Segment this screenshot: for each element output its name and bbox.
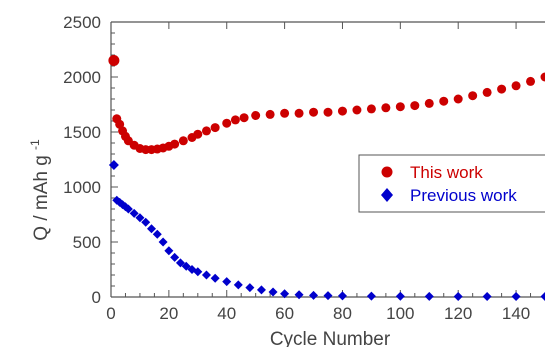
y-tick-label-1000: 1000 (63, 178, 101, 197)
x-axis-label: Cycle Number (270, 329, 391, 347)
data-point (424, 98, 434, 108)
data-point (123, 204, 133, 214)
data-point (395, 102, 405, 112)
data-point (141, 217, 151, 227)
y-tick-label-500: 500 (73, 233, 101, 252)
x-tick-label-140: 140 (502, 304, 530, 323)
data-point (482, 291, 492, 301)
x-tick-label-20: 20 (159, 304, 178, 323)
data-point (511, 81, 521, 91)
x-tick-label-80: 80 (333, 304, 352, 323)
data-point (280, 289, 290, 299)
data-point (511, 291, 521, 301)
series-previous-work (108, 160, 545, 301)
data-point (497, 84, 507, 94)
data-point (181, 261, 191, 271)
x-tick-label-0: 0 (106, 304, 115, 323)
data-point (309, 107, 319, 117)
series-this-work (108, 55, 545, 155)
x-tick-label-120: 120 (444, 304, 472, 323)
data-point (526, 76, 536, 86)
data-point (251, 111, 261, 120)
data-point (129, 208, 139, 218)
data-point (178, 136, 188, 146)
data-point (323, 107, 333, 117)
data-point (453, 94, 463, 104)
legend-label-previous-work: Previous work (410, 186, 517, 205)
axes-layer: 0 500 1000 1500 2000 2500 0 20 40 60 80 100 120 140 (63, 13, 545, 323)
data-point (366, 104, 376, 114)
data-point (152, 229, 162, 239)
x-tick-label-60: 60 (275, 304, 294, 323)
data-point (222, 277, 232, 287)
data-point (233, 280, 243, 290)
legend-marker-previous-work (381, 188, 393, 202)
legend: This work Previous work (358, 154, 545, 213)
x-tick-label-100: 100 (386, 304, 414, 323)
data-point (294, 290, 304, 300)
data-point (170, 252, 180, 262)
legend-marker-this-work (381, 166, 393, 178)
data-point (337, 291, 347, 301)
data-point (147, 224, 157, 234)
data-point (108, 55, 120, 66)
data-point (482, 87, 492, 97)
data-point (540, 291, 545, 301)
data-point (280, 108, 290, 118)
data-point (410, 101, 420, 111)
data-point (323, 291, 333, 301)
y-tick-label-1500: 1500 (63, 123, 101, 142)
data-point (540, 72, 545, 82)
data-point (294, 108, 304, 118)
data-point (164, 246, 174, 256)
data-point (245, 283, 255, 293)
data-point (265, 109, 275, 119)
data-point (170, 139, 180, 149)
data-point (468, 91, 478, 101)
data-point (193, 267, 203, 277)
data-point (268, 287, 278, 297)
data-point (239, 113, 249, 123)
data-point (201, 270, 211, 280)
data-point (395, 291, 405, 301)
legend-box (358, 154, 545, 213)
y-tick-label-0: 0 (92, 288, 101, 307)
y-tick-label-2000: 2000 (63, 68, 101, 87)
data-point (381, 103, 391, 113)
y-axis-label-exponent: -1 (28, 139, 42, 150)
y-axis-label-main: Q / mAh g (31, 155, 52, 241)
data-point (256, 285, 266, 295)
data-point (424, 291, 434, 301)
data-point (366, 291, 376, 301)
data-point (201, 126, 211, 136)
data-point (210, 123, 220, 133)
data-point (352, 105, 362, 115)
data-point (453, 291, 463, 301)
data-point (222, 118, 232, 128)
data-point (439, 96, 449, 106)
series-layer (108, 55, 545, 301)
data-point (135, 213, 145, 223)
y-axis-label: Q / mAh g -1 (28, 139, 52, 241)
data-point (108, 160, 119, 170)
data-point (175, 258, 185, 268)
data-point (193, 129, 203, 139)
y-tick-label-2500: 2500 (63, 13, 101, 32)
data-point (337, 106, 347, 116)
x-tick-label-40: 40 (217, 304, 236, 323)
data-point (210, 273, 220, 283)
data-point (230, 115, 240, 125)
data-point (158, 237, 168, 247)
data-point (309, 290, 319, 300)
legend-label-this-work: This work (410, 163, 483, 182)
